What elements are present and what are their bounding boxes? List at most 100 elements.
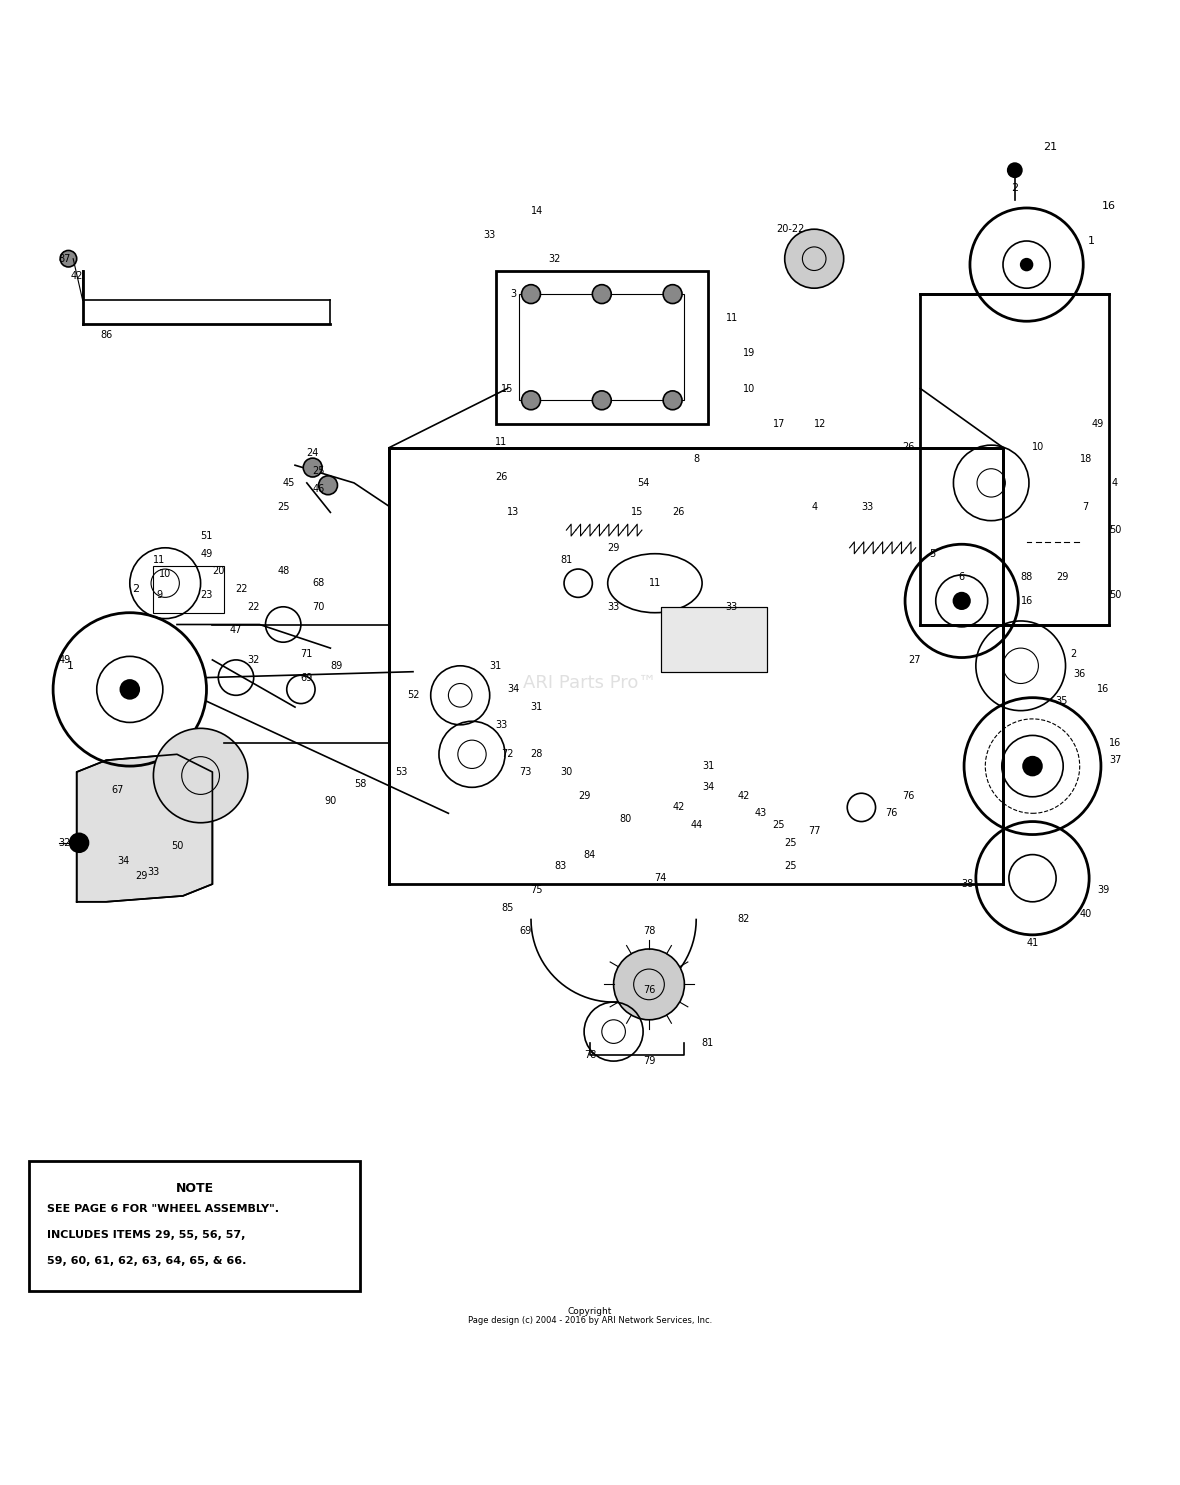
Text: 29: 29 — [608, 544, 620, 552]
Text: 59, 60, 61, 62, 63, 64, 65, & 66.: 59, 60, 61, 62, 63, 64, 65, & 66. — [47, 1255, 247, 1265]
Text: 32: 32 — [59, 838, 71, 848]
Text: 88: 88 — [1021, 572, 1032, 582]
Text: ARI Parts Pro™: ARI Parts Pro™ — [523, 674, 657, 692]
Text: 31: 31 — [702, 762, 714, 771]
Circle shape — [663, 285, 682, 303]
Text: 67: 67 — [112, 784, 124, 794]
Circle shape — [614, 949, 684, 1020]
Text: 69: 69 — [301, 673, 313, 683]
Polygon shape — [77, 754, 212, 901]
Text: 76: 76 — [903, 790, 914, 800]
Text: 22: 22 — [248, 601, 260, 612]
Text: 14: 14 — [531, 206, 543, 217]
Bar — [920, 294, 1109, 625]
Text: 48: 48 — [277, 566, 289, 576]
Text: 49: 49 — [59, 655, 71, 665]
Text: 19: 19 — [743, 347, 755, 358]
Text: 23: 23 — [201, 590, 212, 600]
Text: 89: 89 — [330, 661, 342, 671]
Text: 90: 90 — [324, 796, 336, 806]
Text: 6: 6 — [958, 572, 965, 582]
Text: Copyright: Copyright — [568, 1307, 612, 1316]
Text: 20-22: 20-22 — [776, 224, 805, 235]
Text: 26: 26 — [496, 472, 507, 483]
Text: 27: 27 — [909, 655, 920, 665]
Text: 75: 75 — [531, 885, 543, 895]
Text: 20: 20 — [212, 566, 224, 576]
Bar — [496, 270, 708, 423]
Text: 7: 7 — [1082, 502, 1089, 511]
Text: 49: 49 — [201, 548, 212, 558]
Text: 39: 39 — [1097, 885, 1109, 895]
Text: 34: 34 — [702, 783, 714, 793]
Text: 32: 32 — [248, 655, 260, 665]
Text: 11: 11 — [153, 554, 165, 564]
Text: 25: 25 — [277, 502, 289, 511]
Text: INCLUDES ITEMS 29, 55, 56, 57,: INCLUDES ITEMS 29, 55, 56, 57, — [47, 1230, 245, 1240]
Circle shape — [953, 593, 970, 609]
Text: 46: 46 — [313, 484, 324, 495]
Text: 37: 37 — [1109, 756, 1121, 765]
Text: 69: 69 — [519, 927, 531, 937]
Text: 50: 50 — [1109, 590, 1121, 600]
Text: 22: 22 — [236, 584, 248, 594]
Text: NOTE: NOTE — [176, 1182, 214, 1195]
Text: 49: 49 — [1092, 419, 1103, 429]
Text: 2: 2 — [132, 584, 139, 594]
Text: 79: 79 — [643, 1056, 655, 1066]
Text: 87: 87 — [59, 254, 71, 264]
Circle shape — [522, 391, 540, 410]
Text: 78: 78 — [584, 1050, 596, 1060]
Bar — [389, 447, 1003, 884]
Text: 17: 17 — [773, 419, 785, 429]
Text: 33: 33 — [861, 502, 873, 511]
Text: 25: 25 — [313, 466, 324, 477]
Text: 85: 85 — [502, 903, 513, 913]
Text: 29: 29 — [578, 790, 590, 800]
Text: 78: 78 — [643, 927, 655, 937]
Text: 26: 26 — [673, 508, 684, 517]
Text: 16: 16 — [1021, 595, 1032, 606]
Text: 29: 29 — [136, 870, 148, 881]
Circle shape — [785, 229, 844, 288]
Text: 12: 12 — [814, 419, 826, 429]
Text: 10: 10 — [743, 383, 755, 394]
Text: 1: 1 — [1088, 236, 1095, 247]
Text: 2: 2 — [1070, 649, 1077, 659]
Text: 76: 76 — [885, 808, 897, 818]
Bar — [153, 566, 224, 613]
Text: 25: 25 — [785, 838, 796, 848]
Text: 34: 34 — [118, 855, 130, 866]
Text: 76: 76 — [643, 986, 655, 995]
Text: 11: 11 — [726, 313, 738, 322]
Text: 44: 44 — [690, 820, 702, 830]
Text: 10: 10 — [159, 569, 171, 579]
Circle shape — [70, 833, 88, 852]
Text: 16: 16 — [1097, 685, 1109, 695]
Text: 86: 86 — [100, 330, 112, 340]
Text: 5: 5 — [929, 548, 936, 558]
Text: 26: 26 — [903, 443, 914, 453]
Circle shape — [60, 251, 77, 267]
Text: 33: 33 — [148, 867, 159, 878]
Text: 33: 33 — [496, 720, 507, 729]
Circle shape — [319, 475, 337, 495]
Text: 35: 35 — [1056, 696, 1068, 707]
Text: 11: 11 — [496, 437, 507, 447]
Text: 81: 81 — [702, 1038, 714, 1048]
Text: 50: 50 — [1109, 526, 1121, 535]
Text: 42: 42 — [71, 272, 83, 281]
Circle shape — [1023, 757, 1042, 775]
Text: 51: 51 — [201, 532, 212, 541]
Text: 81: 81 — [560, 554, 572, 564]
Text: SEE PAGE 6 FOR "WHEEL ASSEMBLY".: SEE PAGE 6 FOR "WHEEL ASSEMBLY". — [47, 1204, 280, 1213]
Text: 50: 50 — [171, 842, 183, 851]
Circle shape — [663, 391, 682, 410]
Text: 53: 53 — [395, 766, 407, 777]
Text: 82: 82 — [738, 915, 749, 925]
Text: 9: 9 — [156, 590, 163, 600]
Text: 58: 58 — [354, 778, 366, 789]
Text: 42: 42 — [738, 790, 749, 800]
Text: 28: 28 — [531, 750, 543, 759]
Circle shape — [1008, 163, 1022, 177]
